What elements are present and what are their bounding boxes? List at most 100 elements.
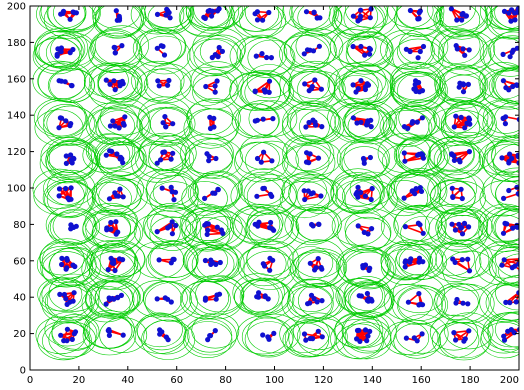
network-node bbox=[120, 160, 126, 166]
network-node bbox=[452, 227, 458, 233]
coverage-circle bbox=[229, 36, 283, 77]
network-node bbox=[362, 52, 368, 58]
coverage-circle bbox=[231, 103, 279, 139]
network-node bbox=[116, 125, 122, 131]
coverage-circle bbox=[279, 315, 330, 353]
coverage-circle bbox=[85, 210, 137, 249]
coverage-circle bbox=[48, 139, 99, 177]
network-node bbox=[269, 158, 275, 164]
coverage-circle bbox=[81, 285, 131, 323]
network-node bbox=[306, 160, 312, 166]
network-edge bbox=[254, 80, 270, 93]
coverage-circle bbox=[286, 100, 340, 140]
coverage-circle bbox=[144, 210, 192, 246]
coverage-circle bbox=[39, 238, 94, 279]
coverage-circle bbox=[286, 135, 335, 172]
coverage-circle bbox=[437, 211, 484, 246]
coverage-circle bbox=[95, 280, 140, 315]
network-node bbox=[413, 186, 419, 192]
coverage-circle bbox=[400, 216, 447, 251]
network-node bbox=[264, 54, 270, 61]
network-node bbox=[449, 185, 455, 191]
network-node bbox=[63, 185, 69, 192]
network-node bbox=[109, 148, 115, 154]
network-node bbox=[459, 231, 466, 237]
y-tick-label: 80 bbox=[13, 220, 26, 231]
coverage-circle bbox=[141, 6, 193, 29]
coverage-circle bbox=[281, 109, 330, 145]
network-node bbox=[165, 337, 171, 343]
coverage-circle bbox=[47, 211, 94, 246]
network-node bbox=[103, 77, 109, 83]
network-node bbox=[162, 114, 168, 120]
coverage-circle bbox=[185, 6, 231, 28]
network-node bbox=[63, 296, 69, 302]
coverage-circle bbox=[483, 36, 519, 77]
network-node bbox=[207, 333, 214, 339]
coverage-circle bbox=[330, 319, 384, 359]
coverage-circle bbox=[491, 135, 519, 176]
network-node bbox=[266, 89, 272, 95]
network-node bbox=[58, 78, 65, 84]
network-node bbox=[207, 114, 213, 120]
coverage-circle bbox=[191, 246, 240, 283]
network-node bbox=[460, 46, 466, 52]
network-node bbox=[411, 335, 417, 341]
coverage-circle bbox=[180, 133, 235, 174]
network-node bbox=[412, 81, 418, 88]
network-node bbox=[500, 78, 506, 84]
network-node bbox=[368, 117, 374, 123]
network-node bbox=[68, 152, 74, 158]
coverage-circle bbox=[191, 312, 240, 349]
network-node bbox=[305, 188, 311, 194]
coverage-circle bbox=[290, 251, 340, 289]
network-node bbox=[501, 333, 507, 339]
network-node bbox=[252, 118, 258, 124]
network-node bbox=[56, 193, 62, 199]
network-node bbox=[358, 119, 364, 125]
coverage-circle bbox=[247, 313, 301, 354]
network-node bbox=[302, 196, 308, 203]
network-node bbox=[307, 335, 313, 342]
network-node bbox=[358, 78, 364, 84]
coverage-circle bbox=[427, 169, 478, 207]
coverage-circle bbox=[484, 135, 519, 173]
network-node bbox=[448, 6, 454, 12]
network-node bbox=[304, 47, 311, 53]
coverage-circle bbox=[485, 284, 519, 321]
coverage-circle bbox=[149, 181, 199, 218]
coverage-circle bbox=[395, 137, 443, 172]
coverage-circle bbox=[148, 240, 199, 278]
coverage-circle bbox=[489, 6, 519, 39]
coverage-circle bbox=[329, 29, 377, 64]
coverage-circle bbox=[98, 64, 149, 103]
network-node bbox=[353, 89, 359, 95]
coverage-circle bbox=[36, 246, 87, 284]
network-node bbox=[154, 296, 160, 302]
network-node bbox=[499, 155, 505, 161]
network-node bbox=[122, 114, 128, 120]
coverage-circle bbox=[494, 100, 519, 139]
coverage-circle bbox=[489, 250, 519, 285]
network-node bbox=[255, 294, 262, 300]
network-node bbox=[57, 291, 63, 297]
coverage-circle bbox=[90, 243, 137, 278]
network-node bbox=[311, 296, 317, 302]
coverage-circle bbox=[392, 274, 446, 314]
coverage-circle bbox=[34, 109, 84, 146]
network-node bbox=[258, 159, 264, 165]
network-node bbox=[456, 157, 462, 163]
network-node bbox=[402, 224, 408, 230]
network-node bbox=[356, 293, 362, 299]
network-node bbox=[402, 259, 408, 265]
coverage-circle bbox=[493, 30, 519, 67]
network-node bbox=[508, 18, 514, 24]
y-tick-label: 40 bbox=[13, 293, 26, 304]
coverage-circle bbox=[199, 34, 245, 69]
x-tick-label: 200 bbox=[500, 375, 519, 386]
network-node bbox=[169, 231, 175, 237]
coverage-circle bbox=[34, 27, 89, 69]
network-node bbox=[120, 81, 126, 87]
coverage-circle bbox=[380, 180, 429, 217]
coverage-circle bbox=[95, 110, 143, 146]
